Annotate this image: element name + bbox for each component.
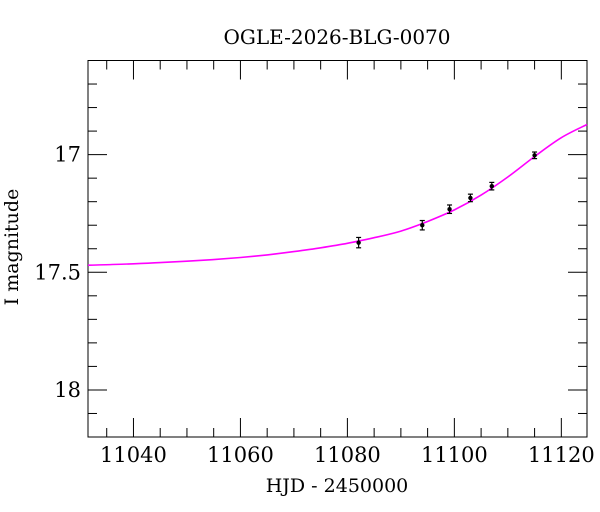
x-tick-label: 11040 xyxy=(100,443,167,467)
data-point-marker xyxy=(356,240,361,245)
y-axis-title: I magnitude xyxy=(1,189,23,306)
y-tick-label: 17 xyxy=(54,143,81,167)
data-point-marker xyxy=(468,195,473,201)
y-tick-label: 18 xyxy=(54,378,81,402)
x-tick-label: 11120 xyxy=(528,443,595,467)
data-point xyxy=(356,236,362,249)
data-point-marker xyxy=(532,153,537,158)
data-point-marker xyxy=(447,207,452,212)
data-point xyxy=(447,204,453,215)
data-point-marker xyxy=(420,223,425,228)
data-point-marker xyxy=(489,183,494,189)
tick-labels: 11040 11060 11080 11100 11120 17 17.5 18 xyxy=(34,143,594,467)
axis-ticks xyxy=(88,60,587,437)
model-curve xyxy=(87,123,588,266)
data-point xyxy=(489,181,495,191)
x-tick-label: 11080 xyxy=(314,443,381,467)
x-axis-title: HJD - 2450000 xyxy=(266,475,409,497)
x-tick-label: 11060 xyxy=(207,443,274,467)
data-point xyxy=(532,151,538,160)
y-tick-label: 17.5 xyxy=(34,260,81,284)
plot-frame xyxy=(87,60,588,438)
data-point xyxy=(467,193,473,203)
x-tick-label: 11100 xyxy=(421,443,488,467)
data-point xyxy=(419,219,425,231)
data-points xyxy=(356,151,538,249)
chart-title: OGLE-2026-BLG-0070 xyxy=(223,25,450,49)
plot-area: 11040 11060 11080 11100 11120 17 17.5 18 xyxy=(34,60,595,467)
